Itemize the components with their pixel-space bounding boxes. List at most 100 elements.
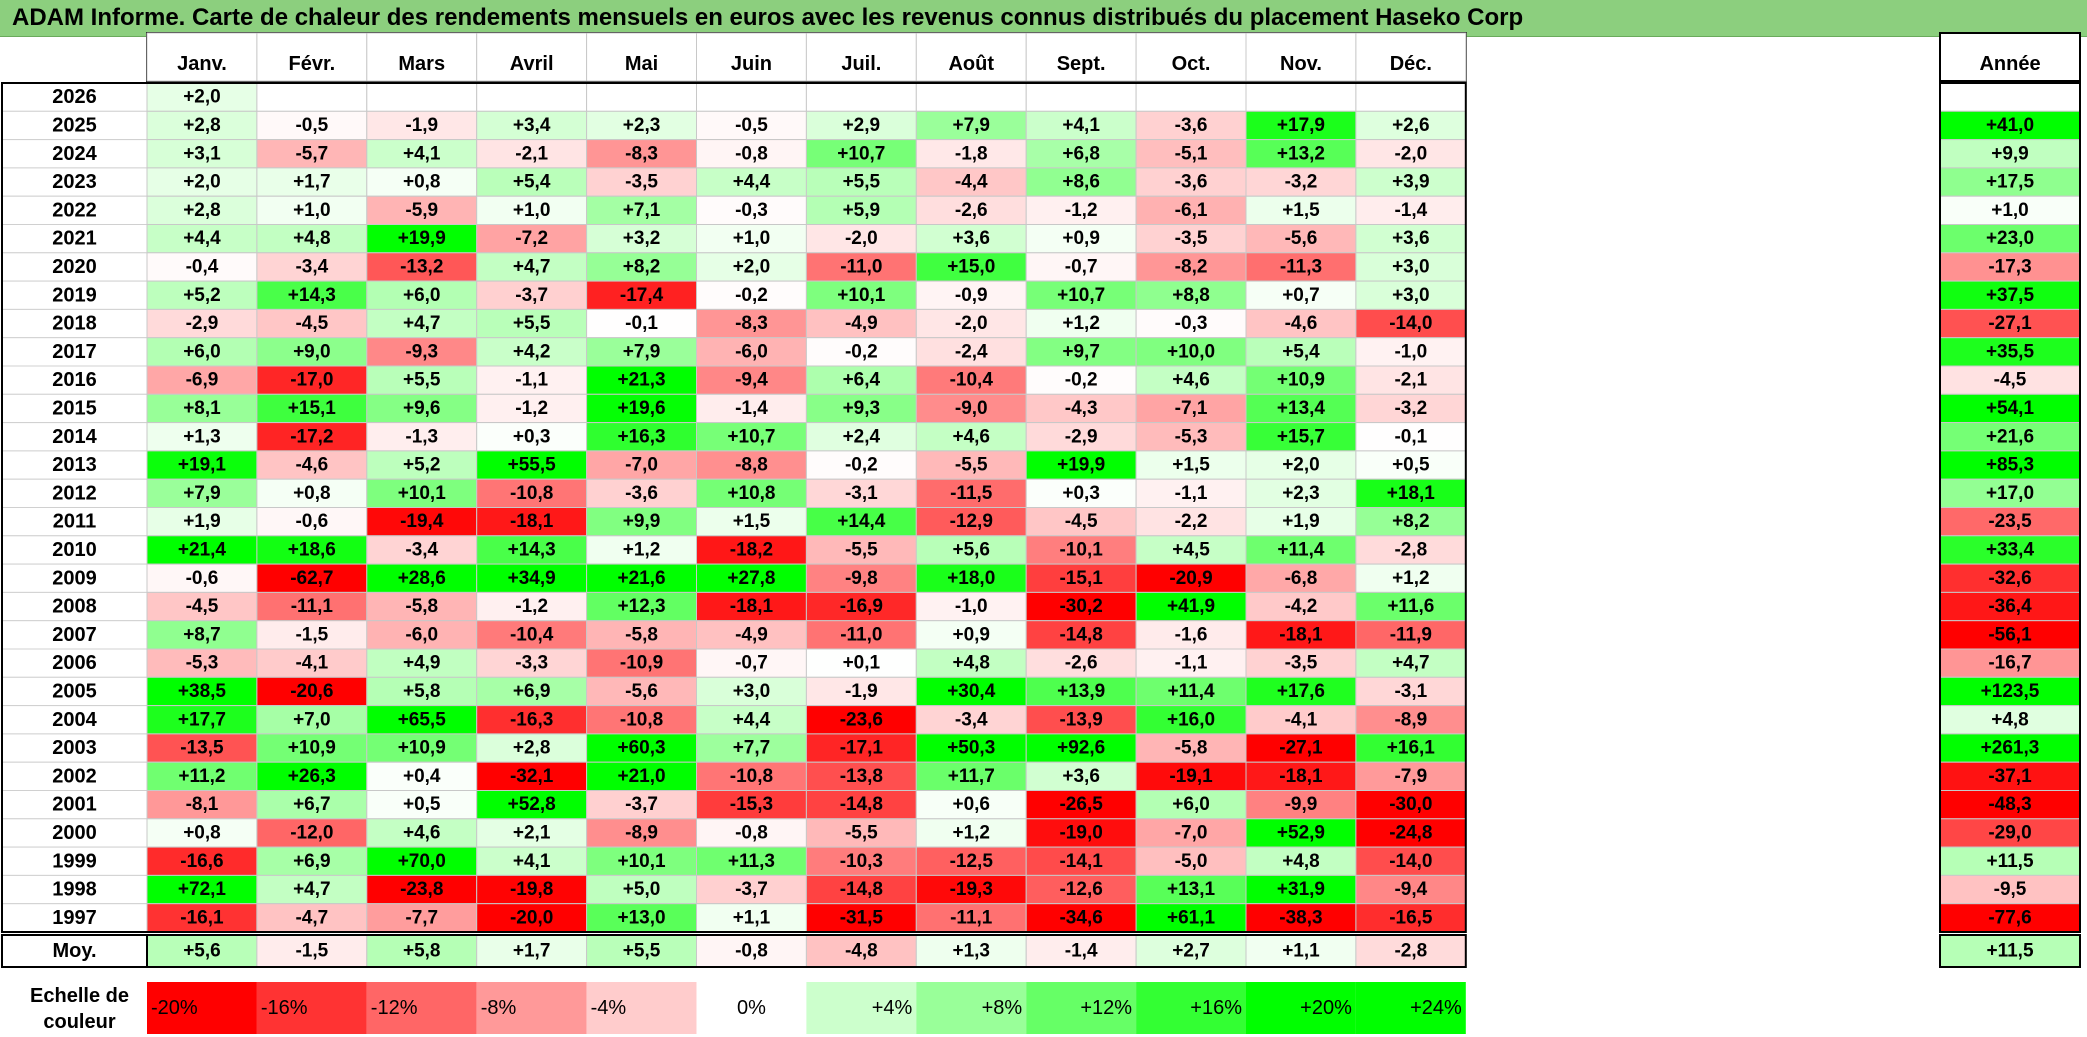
heatmap-cell [146, 846, 258, 876]
cell-value: -0,2 [845, 455, 878, 476]
year-label-2014: 2014 [52, 426, 97, 448]
cell-value: +65,5 [398, 709, 447, 730]
heatmap-cell [1135, 252, 1247, 282]
average-value: +2,7 [1172, 941, 1210, 962]
heatmap-cell [1245, 422, 1357, 452]
cell-value: +2,6 [1392, 115, 1430, 136]
heatmap-cell [915, 167, 1027, 197]
annual-value: +21,6 [1986, 426, 2034, 447]
cell-value: -3,5 [1285, 653, 1318, 674]
heatmap-cell [696, 365, 807, 395]
heatmap-cell [1135, 790, 1247, 820]
heatmap-cell [586, 846, 697, 876]
heatmap-cell [366, 82, 478, 112]
cell-value: +7,9 [952, 115, 990, 136]
heatmap-cell [1135, 365, 1247, 395]
cell-value: -0,9 [955, 285, 988, 306]
month-header-1: Févr. [288, 53, 335, 75]
cell-value: -13,8 [840, 766, 883, 787]
average-value: -0,8 [735, 941, 768, 962]
cell-value: +4,7 [293, 879, 331, 900]
cell-value: -19,8 [510, 879, 553, 900]
heatmap-cell [1025, 195, 1137, 225]
heatmap-cell [1245, 903, 1357, 933]
cell-value: -18,2 [730, 539, 773, 560]
cell-value: -5,8 [405, 596, 438, 617]
cell-value: +6,0 [403, 285, 441, 306]
cell-value: +10,7 [727, 426, 775, 447]
heatmap-cell [1135, 478, 1247, 509]
average-cell [366, 934, 478, 968]
cell-value: +9,3 [843, 398, 881, 419]
heatmap-cell [1135, 280, 1247, 310]
annual-value: -27,1 [1988, 313, 2032, 334]
cell-value: +72,1 [178, 879, 227, 900]
cell-value: -9,4 [1394, 879, 1427, 900]
cell-value: -7,9 [1394, 766, 1427, 787]
cell-value: -16,1 [180, 907, 224, 928]
average-annual-cell [1939, 934, 2081, 968]
cell-value: -18,1 [1279, 766, 1323, 787]
cell-value: -8,3 [625, 143, 658, 164]
cell-value: -31,5 [840, 907, 884, 928]
heatmap-cell [586, 761, 697, 792]
year-cell [1, 563, 148, 593]
year-cell [1, 422, 148, 452]
year-header-label: Année [1979, 53, 2040, 75]
heatmap-cell [1025, 365, 1137, 395]
heatmap-cell [476, 535, 588, 565]
year-label-2007: 2007 [52, 624, 97, 646]
cell-value: +1,7 [293, 172, 331, 193]
scale-swatch [1026, 982, 1137, 1034]
heatmap-cell [805, 337, 917, 367]
cell-value: -9,8 [845, 568, 878, 589]
cell-value: +4,7 [513, 256, 551, 277]
cell-value: +10,0 [1167, 341, 1215, 362]
cell-value: -10,4 [950, 370, 994, 391]
heatmap-cell [146, 422, 258, 452]
month-header-4: Mai [625, 53, 658, 75]
annual-value: -37,1 [1988, 766, 2032, 787]
heatmap-cell [586, 337, 697, 367]
annual-value: +1,0 [1991, 200, 2029, 221]
year-cell [1, 167, 148, 197]
cell-value: +6,9 [293, 851, 331, 872]
cell-value: -32,1 [510, 766, 554, 787]
heatmap-cell [586, 195, 697, 225]
scale-label-line2: couleur [43, 1011, 115, 1033]
cell-value: -3,6 [1175, 115, 1208, 136]
cell-value: -15,1 [1059, 568, 1103, 589]
cell-value: +10,1 [398, 483, 447, 504]
cell-value: -7,7 [405, 907, 438, 928]
cell-value: +19,9 [1057, 455, 1105, 476]
cell-value: +14,3 [288, 285, 336, 306]
scale-label: -20% [151, 997, 198, 1019]
cell-value: -1,6 [1175, 624, 1208, 645]
heatmap-cell [256, 167, 368, 197]
heatmap-cell [696, 620, 807, 650]
cell-value: -5,8 [1175, 738, 1208, 759]
heatmap-cell [146, 563, 258, 593]
cell-value: +5,2 [403, 455, 441, 476]
cell-value: -3,5 [625, 172, 658, 193]
annual-cell [1939, 874, 2081, 905]
cell-value: +5,6 [952, 539, 990, 560]
cell-value: -23,6 [840, 709, 883, 730]
cell-value: +2,4 [843, 426, 881, 447]
cell-value: +3,0 [1392, 285, 1430, 306]
cell-value: -11,0 [840, 624, 882, 645]
cell-value: +0,9 [952, 624, 990, 645]
heatmap-cell [366, 705, 478, 735]
cell-value: -5,9 [405, 200, 438, 221]
cell-value: +50,3 [947, 738, 995, 759]
cell-value: -0,5 [735, 115, 768, 136]
heatmap-cell [256, 676, 368, 707]
average-value: +1,7 [513, 941, 551, 962]
cell-value: -17,2 [290, 426, 333, 447]
average-value: +5,5 [623, 941, 661, 962]
heatmap-cell [1025, 563, 1137, 593]
heatmap-cell [805, 874, 917, 905]
cell-value: +0,8 [183, 822, 221, 843]
cell-value: -14,8 [840, 879, 883, 900]
cell-value: -1,1 [515, 370, 548, 391]
